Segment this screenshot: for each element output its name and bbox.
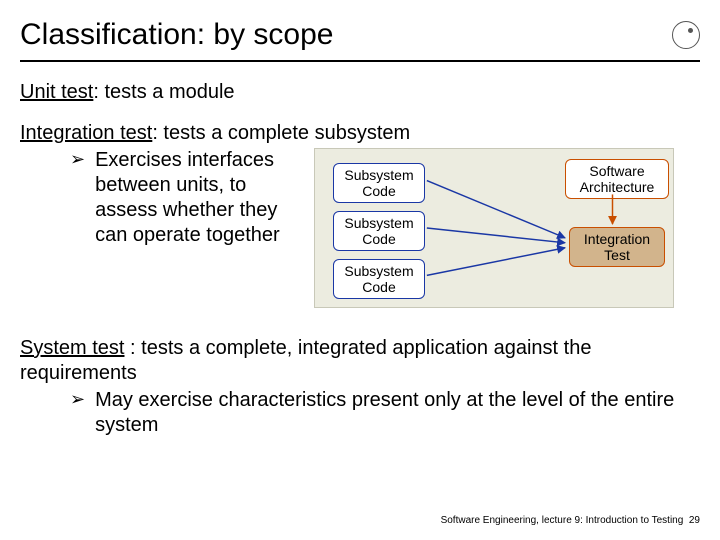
footer-page: 29	[689, 515, 700, 526]
integration-diagram: SubsystemCode SubsystemCode SubsystemCod…	[314, 148, 674, 308]
diagram-integration-test: IntegrationTest	[569, 227, 665, 267]
integration-bullet-text: Exercises interfaces between units, to a…	[95, 148, 300, 248]
title-row: Classification: by scope	[20, 18, 700, 62]
bullet-marker-icon: ➢	[70, 388, 85, 438]
bullet-marker-icon: ➢	[70, 148, 85, 248]
system-test-section: System test : tests a complete, integrat…	[20, 336, 700, 438]
system-bullet-text: May exercise characteristics present onl…	[95, 388, 700, 438]
footer-text: Software Engineering, lecture 9: Introdu…	[441, 515, 684, 526]
system-bullet: ➢ May exercise characteristics present o…	[70, 388, 700, 438]
slide-title: Classification: by scope	[20, 18, 333, 52]
system-test-label: System test	[20, 337, 124, 359]
integration-test-desc: : tests a complete subsystem	[152, 122, 410, 144]
logo-icon	[672, 21, 700, 49]
integration-test-label: Integration test	[20, 122, 152, 144]
integration-test-section: Integration test: tests a complete subsy…	[20, 121, 700, 308]
integration-bullet: ➢ Exercises interfaces between units, to…	[70, 148, 300, 248]
slide-footer: Software Engineering, lecture 9: Introdu…	[441, 515, 700, 526]
diagram-architecture: SoftwareArchitecture	[565, 159, 669, 199]
unit-test-section: Unit test: tests a module	[20, 80, 700, 105]
diagram-code3: SubsystemCode	[333, 259, 425, 299]
unit-test-label: Unit test	[20, 81, 93, 103]
unit-test-desc: : tests a module	[93, 81, 234, 103]
diagram-code1: SubsystemCode	[333, 163, 425, 203]
diagram-code2: SubsystemCode	[333, 211, 425, 251]
